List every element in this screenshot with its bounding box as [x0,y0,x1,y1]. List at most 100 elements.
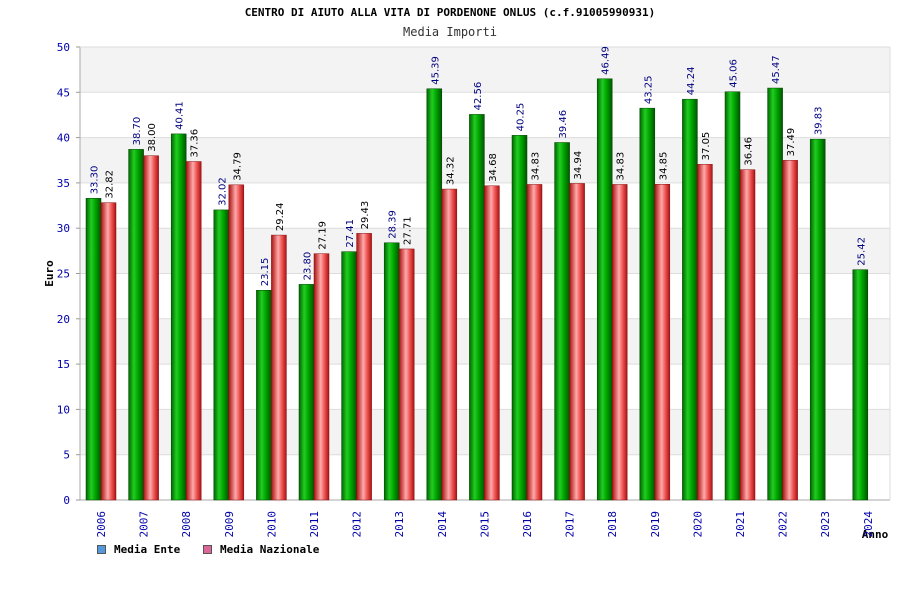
y-tick-label: 10 [57,403,70,416]
x-tick-label: 2022 [777,511,790,538]
y-tick-label: 20 [57,313,70,326]
bar-media-ente [554,142,570,501]
data-label-media-ente: 40.25 [516,103,527,132]
legend-label-nazionale: Media Nazionale [220,543,320,556]
y-tick-label: 45 [57,86,70,99]
data-label-media-nazionale: 34.83 [616,152,627,181]
bar-media-nazionale [611,184,628,501]
data-label-media-nazionale: 27.19 [318,221,329,250]
data-label-media-ente: 46.49 [601,46,612,75]
x-tick-label: 2014 [436,511,449,538]
y-tick-label: 25 [57,268,70,281]
chart-title: CENTRO DI AIUTO ALLA VITA DI PORDENONE O… [244,6,656,19]
x-tick-label: 2023 [819,511,832,538]
x-tick-label: 2010 [265,511,278,538]
data-label-media-ente: 23.80 [303,252,314,281]
x-tick-label: 2007 [138,511,151,538]
data-label-media-ente: 39.83 [814,106,825,135]
data-label-media-ente: 45.47 [771,55,782,84]
bar-media-nazionale [739,169,756,501]
bar-media-nazionale [782,160,798,501]
grid-band [80,47,890,93]
bar-media-nazionale [313,253,330,501]
bar-media-ente [596,78,613,501]
data-label-media-nazionale: 37.49 [786,128,797,157]
x-tick-label: 2016 [521,511,534,538]
y-tick-label: 5 [63,449,70,462]
bar-media-nazionale [143,155,159,501]
bar-media-nazionale [271,234,287,501]
data-label-media-ente: 39.46 [558,110,569,139]
x-tick-label: 2024 [862,511,875,538]
bar-media-nazionale [526,184,543,501]
bar-media-ente [511,135,528,501]
x-tick-label: 2009 [223,511,236,538]
bar-media-nazionale [398,248,415,501]
x-axis-label: Anno [862,528,889,541]
x-tick-label: 2012 [351,511,364,538]
bar-media-ente [213,209,230,501]
bar-media-ente [469,114,485,501]
data-label-media-ente: 42.56 [473,82,484,111]
y-tick-label: 35 [57,177,70,190]
x-tick-label: 2020 [691,511,704,538]
bar-media-ente [170,133,187,501]
x-tick-label: 2021 [734,511,747,538]
x-tick-label: 2008 [180,511,193,538]
data-label-media-nazionale: 34.85 [658,152,669,181]
x-tick-label: 2018 [606,511,619,538]
data-label-media-nazionale: 34.68 [488,153,499,182]
bar-media-nazionale [441,188,458,501]
legend-item-ente: Media Ente [97,543,180,556]
bar-media-ente [852,269,869,501]
data-label-media-ente: 45.39 [430,56,441,85]
data-label-media-ente: 27.41 [345,219,356,248]
bar-media-ente [341,251,357,501]
legend-item-nazionale: Media Nazionale [203,543,319,556]
x-tick-label: 2011 [308,511,321,538]
legend-label-ente: Media Ente [114,543,181,556]
data-label-media-nazionale: 32.82 [105,170,116,199]
bar-media-ente [724,91,741,501]
y-tick-label: 30 [57,222,70,235]
bar-media-nazionale [484,185,500,501]
data-label-media-nazionale: 34.94 [573,151,584,180]
legend-swatch-nazionale [203,545,212,554]
data-label-media-nazionale: 36.46 [744,137,755,166]
data-label-media-ente: 43.25 [643,76,654,105]
data-label-media-ente: 40.41 [175,101,186,130]
data-label-media-nazionale: 29.43 [360,201,371,230]
data-label-media-nazionale: 37.36 [190,129,201,158]
data-label-media-nazionale: 27.71 [403,216,414,245]
data-label-media-nazionale: 34.32 [445,156,456,185]
data-label-media-nazionale: 34.79 [232,152,243,181]
bar-media-ente [128,149,144,501]
y-tick-label: 0 [63,494,70,507]
data-label-media-ente: 28.39 [388,210,399,239]
x-tick-label: 2017 [564,511,577,538]
legend-swatch-ente [97,545,106,554]
bar-media-nazionale [697,164,713,501]
data-label-media-nazionale: 37.05 [701,132,712,161]
bar-media-ente [767,87,783,501]
y-axis-label: Euro [43,260,56,287]
bar-media-ente [682,98,698,501]
x-tick-label: 2006 [95,511,108,538]
bar-media-ente [426,88,443,501]
data-label-media-ente: 38.70 [132,117,143,146]
bar-media-ente [639,107,656,501]
x-tick-label: 2015 [478,511,491,537]
bar-media-nazionale [228,184,245,501]
data-label-media-ente: 44.24 [686,67,697,96]
data-label-media-ente: 32.02 [217,177,228,206]
bar-media-nazionale [654,184,671,501]
y-tick-label: 40 [57,132,70,145]
bar-media-nazionale [100,202,117,501]
bar-media-nazionale [185,161,202,501]
x-tick-label: 2013 [393,511,406,538]
bar-media-nazionale [356,233,372,501]
bar-media-ente [383,242,400,501]
data-label-media-ente: 45.06 [729,59,740,88]
data-label-media-ente: 23.15 [260,258,271,287]
